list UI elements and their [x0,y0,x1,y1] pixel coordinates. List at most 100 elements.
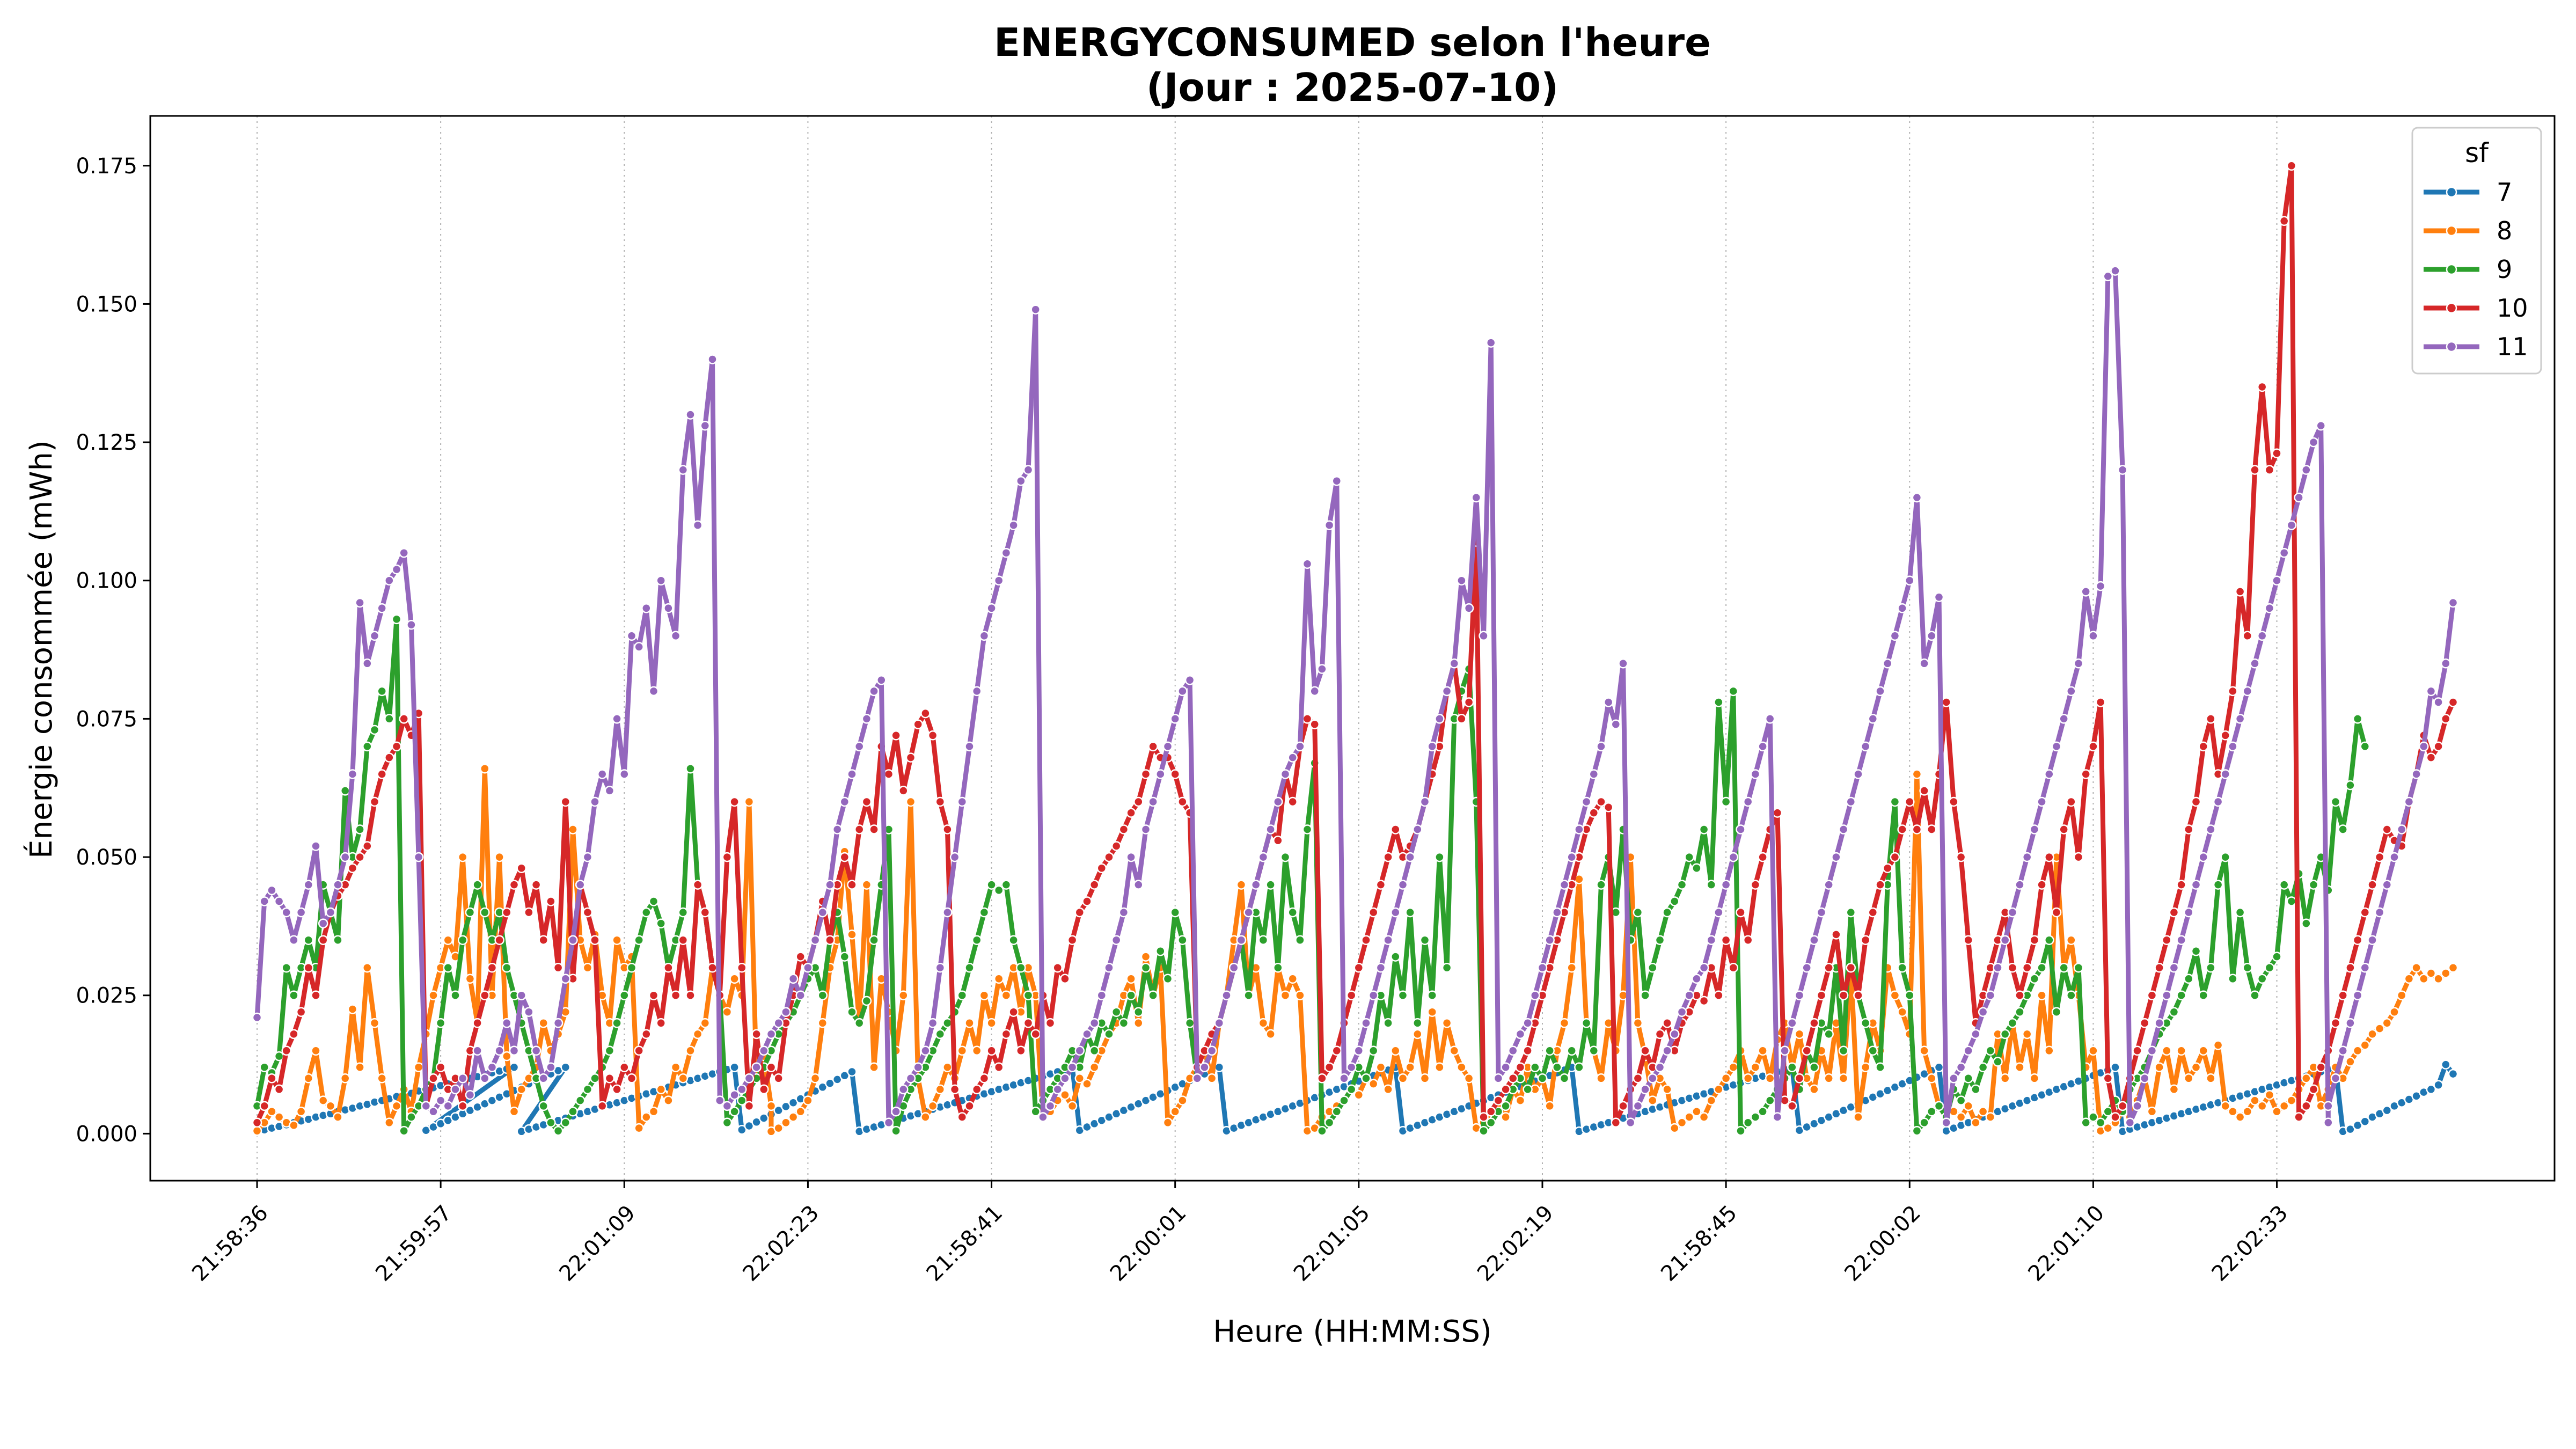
data-point [1809,1018,1819,1028]
data-point [355,597,365,608]
data-point [1162,974,1173,984]
data-point [457,935,468,945]
data-point [1941,1117,1951,1128]
data-point [729,1089,740,1100]
data-point [685,1045,696,1056]
data-point [399,714,409,724]
data-point [1405,907,1415,918]
data-point [2279,1101,2289,1111]
data-point [2352,714,2363,724]
data-point [1559,1018,1570,1028]
data-point [1882,863,1893,873]
data-point [1309,719,1320,729]
data-point [2066,935,2076,945]
data-point [942,824,953,835]
data-point [281,1045,291,1056]
data-point [2007,907,2018,918]
data-point [1111,935,1122,945]
data-point [766,1062,777,1072]
data-point [538,1101,548,1111]
data-point [1309,686,1320,697]
data-point [1633,1073,1643,1084]
data-point [1287,974,1298,984]
data-point [971,935,982,945]
data-point [1758,1106,1768,1117]
data-point [1126,852,1136,862]
data-point [2220,1101,2230,1111]
data-point [2389,1007,2399,1017]
data-point [2176,935,2186,945]
data-point [311,841,321,851]
data-point [2264,1089,2275,1100]
data-point [898,786,909,796]
data-point [1375,1062,1386,1072]
data-point [1956,852,1966,862]
data-point [1353,1089,1364,1100]
data-point [1368,1045,1379,1056]
data-point [1750,769,1761,779]
data-point [1391,952,1401,962]
data-point [2242,686,2253,697]
data-point [1655,1029,1665,1040]
chart-title-line-1: ENERGYCONSUMED selon l'heure [994,20,1711,65]
data-point [935,796,946,807]
data-point [773,1123,784,1133]
data-point [2117,465,2128,475]
data-point [1721,880,1731,890]
data-point [2352,1045,2363,1056]
data-point [1919,1117,1929,1128]
data-point [362,962,372,973]
data-point [2286,1095,2297,1106]
data-point [2419,741,2429,752]
data-point [2250,1095,2260,1106]
data-point [465,1089,475,1100]
data-point [1846,962,1856,973]
data-point [553,1018,564,1028]
data-point [1662,1045,1672,1056]
data-point [2029,935,2040,945]
data-point [1743,1073,1753,1084]
data-point [2022,852,2032,862]
data-point [1507,1045,1518,1056]
data-point [722,1117,733,1128]
data-point [369,631,380,641]
legend-entry-11: 11 [2424,332,2528,361]
data-point [1736,1125,1746,1136]
data-point [604,786,615,796]
data-point [2286,520,2297,530]
data-point [1457,714,1467,724]
data-point [1956,1112,1966,1122]
plot-area-frame [149,115,2556,1182]
data-point [685,763,696,774]
data-point [2154,1018,2164,1028]
data-point [869,1062,879,1072]
data-point [1662,907,1672,918]
data-point [1096,990,1107,1000]
data-point [714,1095,725,1106]
data-point [318,918,328,928]
data-point [281,907,291,918]
data-point [2088,1045,2098,1056]
data-point [1280,990,1291,1000]
data-point [1824,1029,1834,1040]
data-point [1692,974,1702,984]
data-point [2029,974,2040,984]
data-point [737,962,747,973]
data-point [2169,1084,2179,1095]
data-point [303,1073,314,1084]
data-point [634,935,644,945]
data-point [729,796,740,807]
data-point [1030,1029,1041,1040]
data-point [2162,990,2172,1000]
data-point [971,1045,982,1056]
legend-swatch-marker [2446,341,2457,353]
data-point [1596,741,1606,752]
y-tick-label: 0.025 [76,984,137,1008]
legend-label: 10 [2497,294,2528,323]
data-point [641,1112,652,1122]
data-point [2441,968,2451,978]
data-point [692,880,703,890]
data-point [1331,475,1342,486]
data-point [1949,796,1959,807]
data-point [296,1007,306,1017]
